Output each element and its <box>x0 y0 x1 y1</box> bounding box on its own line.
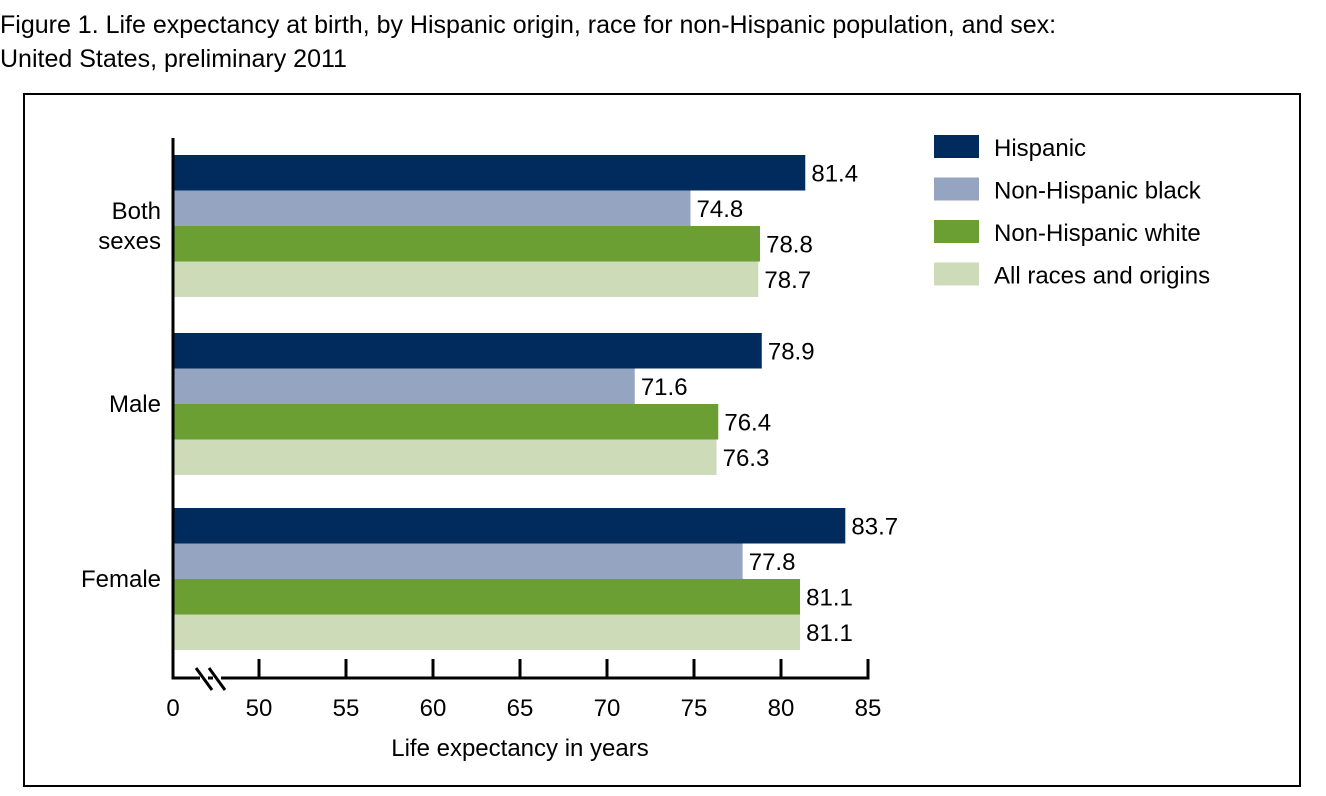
figure-title-line-1: Figure 1. Life expectancy at birth, by H… <box>0 11 1057 39</box>
x-tick-label: 60 <box>420 695 447 722</box>
bar <box>173 404 719 440</box>
value-label-background <box>800 615 863 649</box>
figure-title: Figure 1. Life expectancy at birth, by H… <box>0 8 1056 76</box>
value-label-background <box>845 509 908 543</box>
value-label-background <box>718 405 781 439</box>
value-label: 78.8 <box>766 231 813 258</box>
chart-frame <box>23 93 1301 787</box>
value-label: 71.6 <box>641 374 688 401</box>
x-tick-label: 55 <box>333 695 360 722</box>
category-labels-layer: Both sexes Male Female <box>81 198 161 593</box>
legend-swatch <box>934 135 979 158</box>
legend-label: Non-Hispanic black <box>994 178 1202 205</box>
category-label: Female <box>81 566 161 593</box>
x-tick-label: 0 <box>166 695 179 722</box>
bar <box>173 543 743 579</box>
x-tick-label: 70 <box>594 695 621 722</box>
value-label: 74.8 <box>697 196 744 223</box>
bar <box>173 155 806 191</box>
x-tick-label: 65 <box>507 695 534 722</box>
bar <box>173 368 635 404</box>
legend-swatch <box>934 220 979 243</box>
legend-label: All races and origins <box>994 263 1210 290</box>
bar <box>173 261 759 297</box>
x-tick-label: 75 <box>681 695 708 722</box>
x-tick-label: 80 <box>768 695 795 722</box>
category-label: sexes <box>98 228 161 255</box>
bar <box>173 579 801 615</box>
value-label: 76.3 <box>723 445 770 472</box>
bar <box>173 614 801 650</box>
value-label: 81.1 <box>806 584 853 611</box>
bars-layer <box>173 155 846 650</box>
value-label-background <box>690 191 753 225</box>
category-label: Both <box>112 198 161 225</box>
axis-break-mark <box>207 667 227 691</box>
value-label-background <box>716 440 779 474</box>
value-label-background <box>761 334 824 368</box>
value-label: 81.1 <box>806 620 853 647</box>
x-axis-title: Life expectancy in years <box>391 735 648 762</box>
value-label-background <box>742 544 805 578</box>
bar <box>173 439 717 475</box>
value-labels-layer: 81.4 74.8 78.8 78.7 78.9 71.6 76.4 76.3 83.7 77.8… <box>634 156 908 649</box>
bar <box>173 508 846 544</box>
value-label-background <box>758 262 821 296</box>
axes-layer: 0 50 55 60 65 70 75 80 85 Life expectancy in year… <box>166 138 881 762</box>
figure-title-line-2: United States, preliminary 2011 <box>0 45 347 73</box>
value-label: 78.9 <box>768 338 815 365</box>
x-tick-label: 85 <box>855 695 882 722</box>
legend-swatch <box>934 177 979 201</box>
value-label: 81.4 <box>811 160 858 187</box>
value-label: 83.7 <box>851 513 898 540</box>
value-label-background <box>634 369 697 403</box>
bar <box>173 190 691 226</box>
legend-label: Hispanic <box>994 135 1086 162</box>
legend-label: Non-Hispanic white <box>994 220 1201 247</box>
value-label-background <box>805 156 868 190</box>
legend: Hispanic Non-Hispanic black Non-Hispanic w… <box>934 135 1210 290</box>
category-label: Male <box>109 391 161 418</box>
value-label-background <box>800 580 863 614</box>
value-label: 77.8 <box>749 549 796 576</box>
bar <box>173 333 762 369</box>
value-label: 76.4 <box>724 409 771 436</box>
x-tick-label: 50 <box>246 695 273 722</box>
value-label-background <box>760 227 823 261</box>
legend-swatch <box>934 262 979 286</box>
bar <box>173 226 761 262</box>
value-label: 78.7 <box>764 267 811 294</box>
axis-break-mark <box>194 667 214 691</box>
